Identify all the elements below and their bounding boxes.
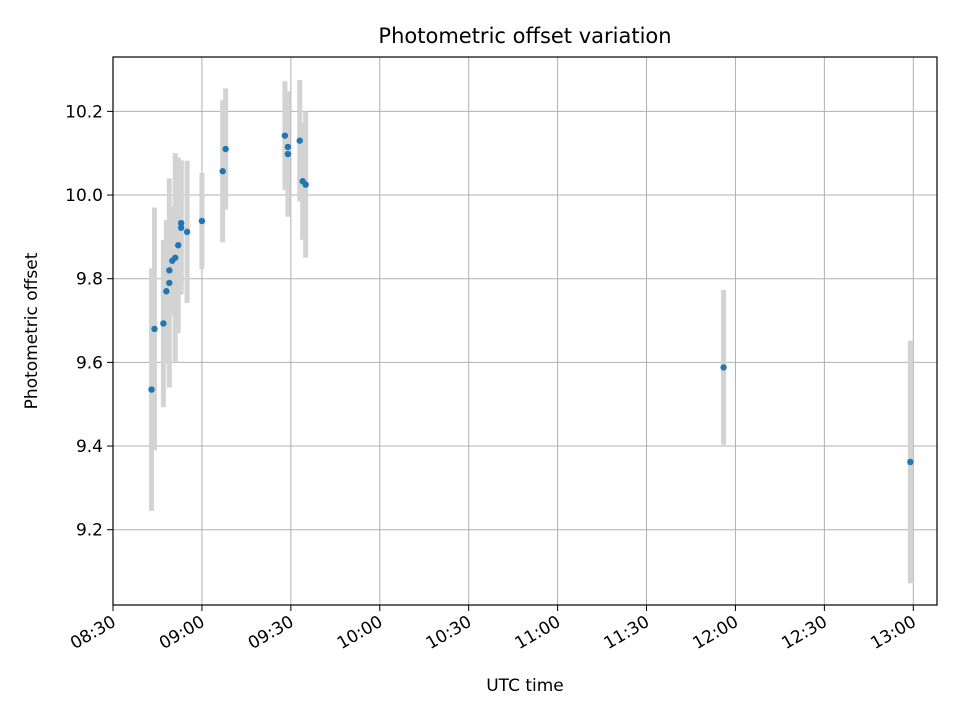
data-point [166,279,173,287]
y-tick-label: 10.2 [65,102,103,122]
data-point [151,325,158,333]
data-point [172,254,179,261]
y-tick-label: 9.6 [76,353,103,373]
data-point [148,386,155,393]
data-point [284,143,292,151]
x-axis-title: UTC time [486,676,564,696]
data-point [907,458,914,466]
data-point [183,228,191,236]
y-tick-label: 9.4 [76,437,103,457]
y-tick-label: 9.2 [76,521,103,541]
chart-title: Photometric offset variation [378,24,671,48]
data-point [281,132,289,139]
y-tick-label: 10.0 [65,186,103,206]
grid-lines [112,57,937,605]
data-point [175,242,182,249]
data-point [296,137,303,144]
data-point [219,168,226,175]
data-point [284,150,292,158]
plot-frame [112,56,938,606]
data-point [222,145,229,153]
data-point [198,217,206,225]
y-tick-label: 9.8 [76,270,103,290]
data-point [302,181,309,188]
data-point [720,364,727,371]
y-axis-title: Photometric offset [22,252,42,409]
y-axis-ticks: 9.2 9.4 9.6 9.8 10.0 10.2 [65,102,113,541]
data-point [166,267,173,274]
data-point [177,219,185,227]
data-points [148,132,914,466]
data-point [163,288,170,295]
data-point [160,320,167,327]
data-point [177,224,185,231]
